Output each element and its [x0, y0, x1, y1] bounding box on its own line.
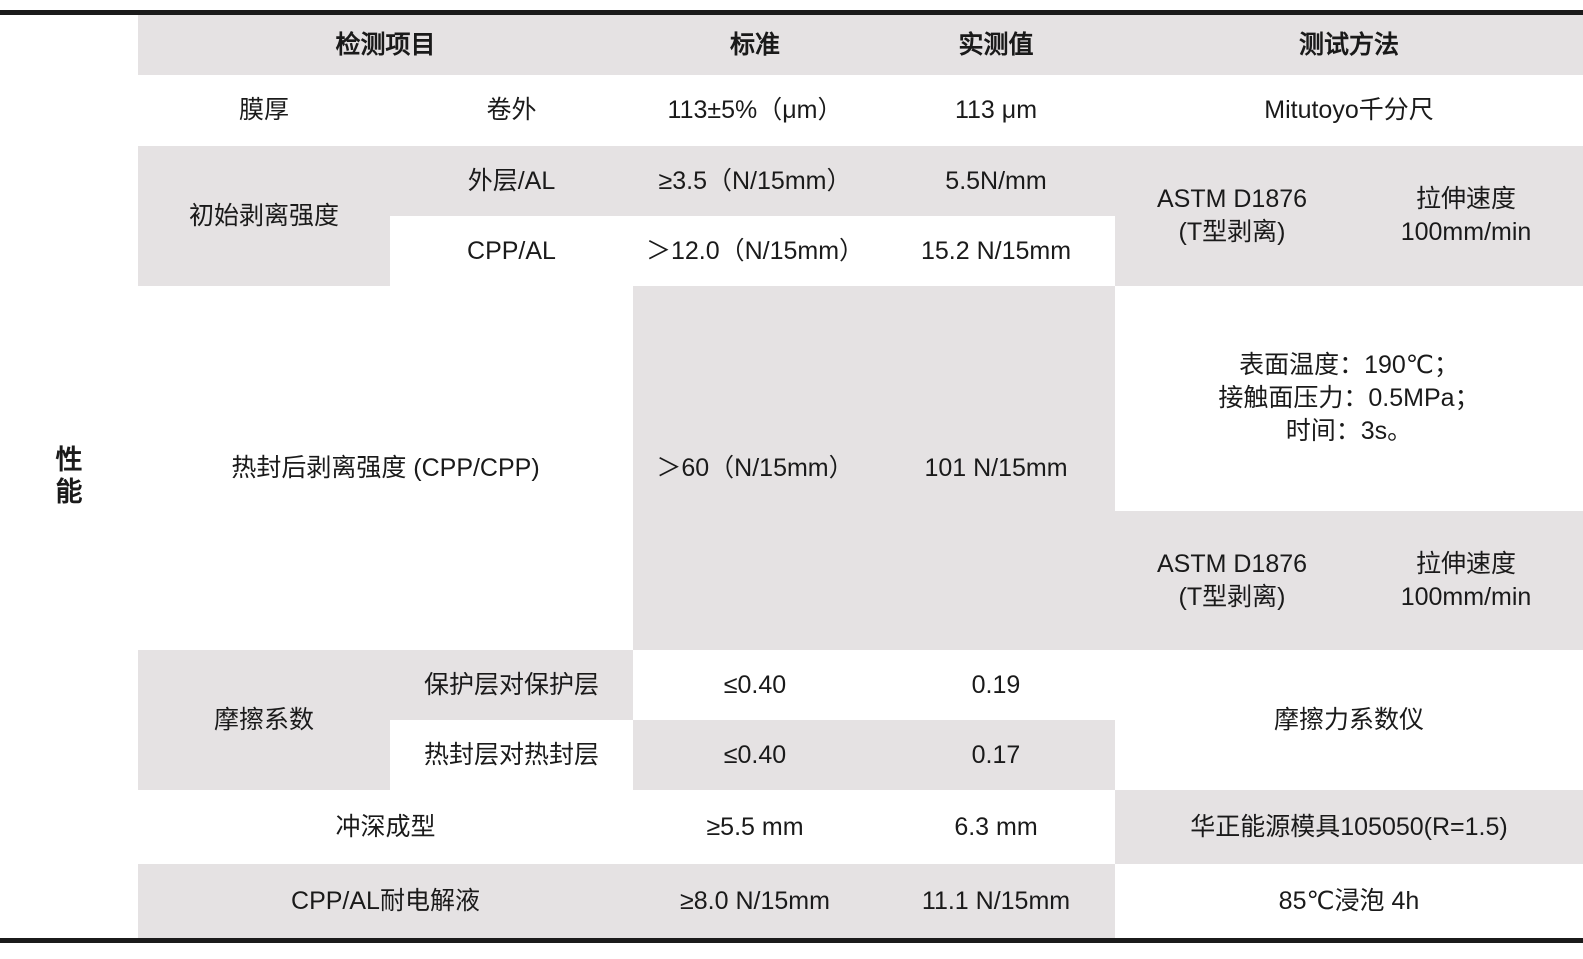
- row-initial-peel-measured-outer: 5.5N/mm: [877, 146, 1115, 216]
- row-friction-sub-heatseal: 热封层对热封层: [390, 720, 633, 790]
- row-initial-peel-method-speed: 拉伸速度 100mm/min: [1349, 146, 1583, 286]
- table-bottom-rule: [0, 938, 1583, 943]
- header-measured: 实测值: [877, 15, 1115, 75]
- row-deep-draw-standard: ≥5.5 mm: [633, 790, 877, 864]
- row-friction-standard-heatseal: ≤0.40: [633, 720, 877, 790]
- row-electrolyte-measured: 11.1 N/15mm: [877, 864, 1115, 938]
- row-deep-draw-method: 华正能源模具105050(R=1.5): [1115, 790, 1583, 864]
- row-friction-method: 摩擦力系数仪: [1115, 650, 1583, 790]
- row-initial-peel-method-name: ASTM D1876 (T型剥离): [1115, 146, 1349, 286]
- header-method: 测试方法: [1115, 15, 1583, 75]
- row-heatseal-peel-item: 热封后剥离强度 (CPP/CPP): [138, 286, 633, 650]
- row-heatseal-peel-measured: 101 N/15mm: [877, 286, 1115, 650]
- row-friction-standard-protective: ≤0.40: [633, 650, 877, 720]
- row-initial-peel-measured-cpp: 15.2 N/15mm: [877, 216, 1115, 286]
- header-item: 检测项目: [138, 15, 633, 75]
- row-friction-measured-protective: 0.19: [877, 650, 1115, 720]
- row-electrolyte-item: CPP/AL耐电解液: [138, 864, 633, 938]
- row-initial-peel-standard-cpp: ＞12.0（N/15mm）: [633, 216, 877, 286]
- row-friction-sub-protective: 保护层对保护层: [390, 650, 633, 720]
- row-heatseal-peel-method-conditions: 表面温度：190℃； 接触面压力：0.5MPa； 时间：3s。: [1115, 286, 1583, 511]
- row-thickness-item: 膜厚: [138, 75, 390, 146]
- row-thickness-method: Mitutoyo千分尺: [1115, 75, 1583, 146]
- row-heatseal-peel-method-speed: 拉伸速度 100mm/min: [1349, 511, 1583, 650]
- row-initial-peel-sub-outer: 外层/AL: [390, 146, 633, 216]
- row-initial-peel-sub-cpp: CPP/AL: [390, 216, 633, 286]
- row-thickness-standard: 113±5%（μm）: [633, 75, 877, 146]
- row-initial-peel-item: 初始剥离强度: [138, 146, 390, 286]
- category-label-performance: 性 能: [0, 15, 138, 938]
- row-initial-peel-standard-outer: ≥3.5（N/15mm）: [633, 146, 877, 216]
- row-friction-measured-heatseal: 0.17: [877, 720, 1115, 790]
- header-standard: 标准: [633, 15, 877, 75]
- row-heatseal-peel-method-name: ASTM D1876 (T型剥离): [1115, 511, 1349, 650]
- row-friction-item: 摩擦系数: [138, 650, 390, 790]
- row-deep-draw-item: 冲深成型: [138, 790, 633, 864]
- row-thickness-measured: 113 μm: [877, 75, 1115, 146]
- row-deep-draw-measured: 6.3 mm: [877, 790, 1115, 864]
- row-electrolyte-method: 85℃浸泡 4h: [1115, 864, 1583, 938]
- row-electrolyte-standard: ≥8.0 N/15mm: [633, 864, 877, 938]
- row-heatseal-peel-standard: ＞60（N/15mm）: [633, 286, 877, 650]
- row-thickness-sub: 卷外: [390, 75, 633, 146]
- table-top-rule: [0, 10, 1583, 15]
